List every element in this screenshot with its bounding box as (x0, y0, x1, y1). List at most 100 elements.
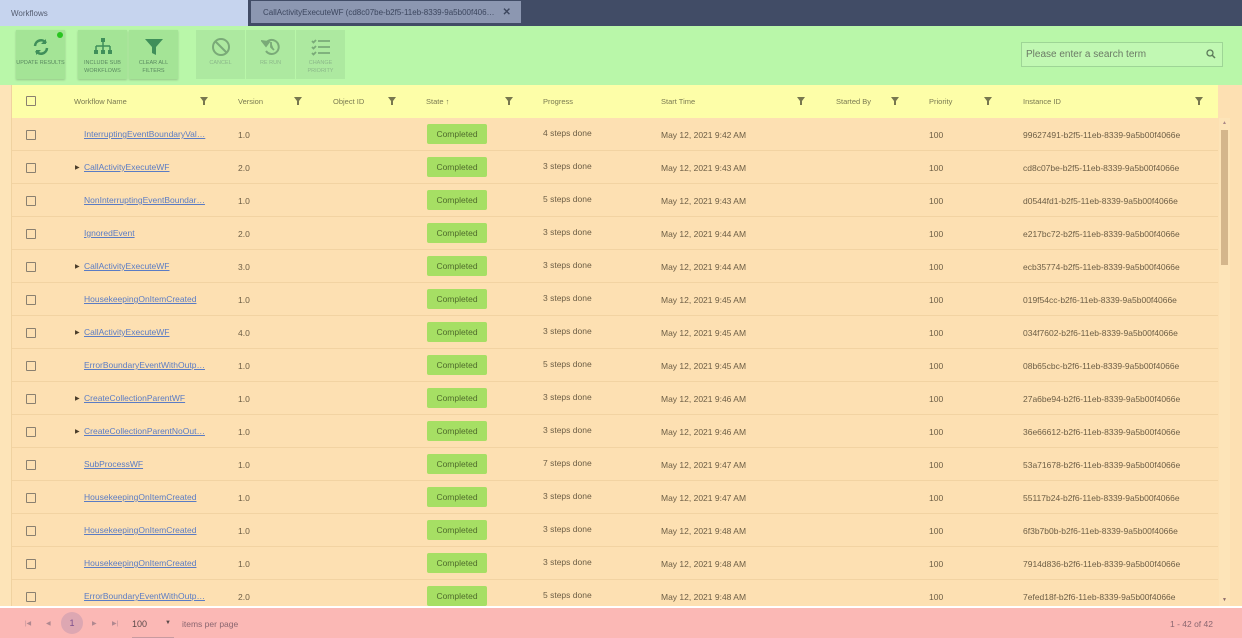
table-row[interactable]: HousekeepingOnItemCreated 1.0 Completed … (12, 283, 1218, 316)
expand-icon[interactable]: ▶ (75, 330, 80, 336)
workflow-name-link[interactable]: SubProcessWF (84, 459, 144, 469)
table-row[interactable]: InterruptingEventBoundaryVal… 1.0 Comple… (12, 118, 1218, 151)
workflow-name-link[interactable]: HousekeepingOnItemCreated (84, 558, 197, 568)
workflow-name-link[interactable]: IgnoredEvent (84, 228, 135, 238)
select-all-checkbox[interactable] (26, 96, 36, 106)
priority-cell: 100 (929, 196, 944, 206)
filter-icon-version[interactable] (294, 97, 302, 105)
row-checkbox[interactable] (26, 262, 36, 272)
filter-icon-object-id[interactable] (388, 97, 396, 105)
table-row[interactable]: SubProcessWF 1.0 Completed 7 steps done … (12, 448, 1218, 481)
progress-cell: 3 steps done (543, 557, 592, 567)
workflow-name-link[interactable]: CallActivityExecuteWF (84, 327, 170, 337)
workflow-name-link[interactable]: CallActivityExecuteWF (84, 261, 170, 271)
expand-icon[interactable]: ▶ (75, 165, 80, 171)
row-checkbox[interactable] (26, 493, 36, 503)
status-badge: Completed (427, 388, 487, 408)
next-page-icon[interactable]: ▶ (92, 621, 97, 627)
workflow-name-link[interactable]: HousekeepingOnItemCreated (84, 525, 197, 535)
cancel-label: CANCEL (209, 60, 232, 66)
column-header-instance-id[interactable]: Instance ID (1023, 97, 1061, 106)
table-row[interactable]: HousekeepingOnItemCreated 1.0 Completed … (12, 514, 1218, 547)
row-checkbox[interactable] (26, 130, 36, 140)
start-time-cell: May 12, 2021 9:48 AM (661, 592, 747, 602)
tab-call-activity-execute-wf[interactable]: CallActivityExecuteWF (cd8c07be-b2f5-11e… (251, 1, 521, 23)
search-input[interactable]: Please enter a search term (1021, 42, 1223, 67)
include-sub-workflows-button[interactable]: INCLUDE SUB WORKFLOWS (78, 30, 127, 79)
priority-cell: 100 (929, 328, 944, 338)
row-checkbox[interactable] (26, 361, 36, 371)
filter-icon-instance-id[interactable] (1195, 97, 1203, 105)
workflow-name-link[interactable]: NonInterruptingEventBoundar… (84, 195, 205, 205)
column-header-workflow-name[interactable]: Workflow Name (74, 97, 127, 106)
row-checkbox[interactable] (26, 526, 36, 536)
row-checkbox[interactable] (26, 295, 36, 305)
first-page-icon[interactable]: |◀ (25, 621, 32, 627)
column-header-priority[interactable]: Priority (929, 97, 953, 106)
expand-icon[interactable]: ▶ (75, 264, 80, 270)
instance-id-cell: 034f7602-b2f6-11eb-8339-9a5b00f4066e (1023, 328, 1178, 338)
close-icon[interactable]: ✕ (502, 6, 511, 18)
scroll-up-icon[interactable]: ▲ (1222, 120, 1227, 126)
table-row[interactable]: IgnoredEvent 2.0 Completed 3 steps done … (12, 217, 1218, 250)
row-checkbox[interactable] (26, 163, 36, 173)
scrollbar-thumb[interactable] (1221, 130, 1228, 265)
workflow-name-link[interactable]: ErrorBoundaryEventWithOutp… (84, 591, 205, 601)
page-size-select[interactable]: 100 ▼ (132, 616, 174, 638)
previous-page-icon[interactable]: ◀ (46, 621, 51, 627)
last-page-icon[interactable]: ▶| (112, 621, 119, 627)
column-header-state[interactable]: State ↑ (426, 97, 450, 106)
filter-icon-start-time[interactable] (797, 97, 805, 105)
cancel-button[interactable]: CANCEL (196, 30, 245, 79)
page-1-button[interactable]: 1 (61, 612, 83, 634)
workflow-name-link[interactable]: InterruptingEventBoundaryVal… (84, 129, 206, 139)
search-icon[interactable] (1206, 49, 1216, 59)
clear-all-filters-button[interactable]: CLEAR ALL FILTERS (129, 30, 178, 79)
workflow-name-link[interactable]: CreateCollectionParentWF (84, 393, 186, 403)
table-row[interactable]: ▶ CallActivityExecuteWF 4.0 Completed 3 … (12, 316, 1218, 349)
column-header-version[interactable]: Version (238, 97, 264, 106)
filter-icon-state[interactable] (505, 97, 513, 105)
vertical-scrollbar[interactable]: ▲ ▼ (1219, 118, 1230, 606)
table-row[interactable]: ▶ CallActivityExecuteWF 3.0 Completed 3 … (12, 250, 1218, 283)
scroll-down-icon[interactable]: ▼ (1222, 597, 1227, 603)
table-row[interactable]: ▶ CreateCollectionParentNoOut… 1.0 Compl… (12, 415, 1218, 448)
row-checkbox[interactable] (26, 559, 36, 569)
expand-icon[interactable]: ▶ (75, 396, 80, 402)
rerun-button[interactable]: RE RUN (246, 30, 295, 79)
workflow-name-link[interactable]: HousekeepingOnItemCreated (84, 492, 197, 502)
row-checkbox[interactable] (26, 328, 36, 338)
row-checkbox[interactable] (26, 460, 36, 470)
status-badge: Completed (427, 190, 487, 210)
column-header-start-time[interactable]: Start Time (661, 97, 696, 106)
column-header-object-id[interactable]: Object ID (333, 97, 365, 106)
table-row[interactable]: NonInterruptingEventBoundar… 1.0 Complet… (12, 184, 1218, 217)
priority-cell: 100 (929, 592, 944, 602)
row-checkbox[interactable] (26, 427, 36, 437)
filter-icon-workflow-name[interactable] (200, 97, 208, 105)
table-row[interactable]: HousekeepingOnItemCreated 1.0 Completed … (12, 547, 1218, 580)
tab-workflows[interactable]: Workflows (0, 0, 248, 26)
table-row[interactable]: HousekeepingOnItemCreated 1.0 Completed … (12, 481, 1218, 514)
table-row[interactable]: ErrorBoundaryEventWithOutp… 1.0 Complete… (12, 349, 1218, 382)
status-badge: Completed (427, 553, 487, 573)
pagination-bar: |◀ ◀ 1 ▶ ▶| 100 ▼ items per page 1 - 42 o… (0, 606, 1242, 638)
row-checkbox[interactable] (26, 592, 36, 602)
table-row[interactable]: ErrorBoundaryEventWithOutp… 2.0 Complete… (12, 580, 1218, 606)
change-priority-button[interactable]: CHANGE PRIORITY (296, 30, 345, 79)
filter-icon-started-by[interactable] (891, 97, 899, 105)
row-checkbox[interactable] (26, 229, 36, 239)
column-header-started-by[interactable]: Started By (836, 97, 872, 106)
table-row[interactable]: ▶ CallActivityExecuteWF 2.0 Completed 3 … (12, 151, 1218, 184)
expand-icon[interactable]: ▶ (75, 429, 80, 435)
filter-icon-priority[interactable] (984, 97, 992, 105)
column-header-progress[interactable]: Progress (543, 97, 574, 106)
row-checkbox[interactable] (26, 394, 36, 404)
workflow-name-link[interactable]: CreateCollectionParentNoOut… (84, 426, 205, 436)
workflow-name-link[interactable]: HousekeepingOnItemCreated (84, 294, 197, 304)
row-checkbox[interactable] (26, 196, 36, 206)
workflow-name-link[interactable]: ErrorBoundaryEventWithOutp… (84, 360, 205, 370)
update-results-button[interactable]: UPDATE RESULTS (16, 30, 65, 79)
workflow-name-link[interactable]: CallActivityExecuteWF (84, 162, 170, 172)
table-row[interactable]: ▶ CreateCollectionParentWF 1.0 Completed… (12, 382, 1218, 415)
